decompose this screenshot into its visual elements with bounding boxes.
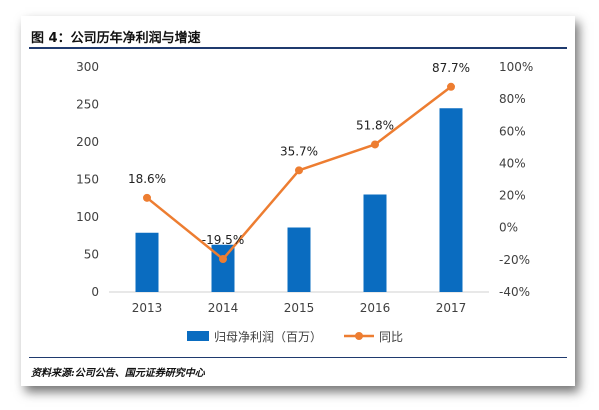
y-left-tick-label: 200 [76, 135, 99, 149]
legend-line-marker [355, 332, 363, 340]
y-right-tick-label: -40% [499, 285, 530, 299]
y-right-tick-label: 80% [499, 92, 526, 106]
growth-data-label: 87.7% [432, 61, 470, 75]
growth-data-label: -19.5% [202, 233, 244, 247]
y-right-tick-label: -20% [499, 253, 530, 267]
y-left-tick-label: 0 [91, 285, 99, 299]
growth-point [143, 193, 151, 202]
growth-data-label: 18.6% [128, 172, 166, 186]
growth-point [295, 166, 303, 175]
bar [287, 227, 311, 292]
bar [363, 194, 387, 292]
chart: 0 50 100 150 200 250 300 -40% -20% 0% 20% 40% 60% 80%… [76, 60, 533, 344]
growth-point [447, 82, 455, 91]
growth-data-label: 51.8% [356, 118, 394, 132]
x-tick-label: 2014 [208, 301, 239, 315]
y-left-tick-label: 250 [76, 98, 99, 112]
y-left-tick-label: 150 [76, 173, 99, 187]
figure-card: 图 4：公司历年净利润与增速 0 50 100 150 200 250 300 -40% -20… [21, 16, 575, 386]
y-right-tick-label: 40% [499, 156, 526, 170]
y-left-tick-label: 50 [84, 248, 99, 262]
y-right-tick-label: 0% [499, 221, 518, 235]
bar [135, 232, 159, 292]
legend-line-label: 同比 [379, 330, 403, 344]
title-rule [29, 47, 567, 49]
growth-data-label: 35.7% [280, 144, 318, 158]
y-left-tick-label: 100 [76, 210, 99, 224]
y-right-tick-label: 20% [499, 189, 526, 203]
source-note: 资料来源:公司公告、国元证券研究中心 [31, 368, 205, 379]
legend-bar-swatch [187, 331, 209, 341]
figure-title: 图 4：公司历年净利润与增速 [31, 31, 201, 46]
x-tick-label: 2016 [360, 301, 391, 315]
growth-point [371, 140, 379, 149]
y-right-tick-label: 100% [499, 60, 533, 74]
y-left-tick-label: 300 [76, 60, 99, 74]
bar [439, 108, 463, 292]
growth-point [219, 255, 227, 264]
bar [211, 244, 235, 292]
y-right-tick-label: 60% [499, 124, 526, 138]
legend-bar-label: 归母净利润（百万） [214, 330, 322, 344]
x-tick-label: 2013 [132, 301, 163, 315]
source-rule [29, 357, 567, 358]
x-tick-label: 2015 [284, 301, 315, 315]
x-tick-label: 2017 [436, 301, 467, 315]
